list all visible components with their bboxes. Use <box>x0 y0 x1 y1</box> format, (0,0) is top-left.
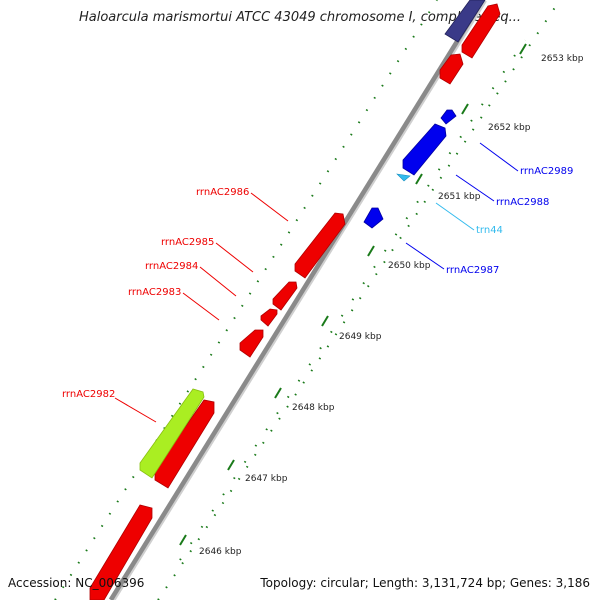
feature-red-top-1[interactable] <box>439 53 464 85</box>
major-ticks <box>179 43 527 546</box>
genome-summary-text: Topology: circular; Length: 3,131,724 bp… <box>260 576 590 590</box>
reverse-rrna-features <box>363 109 457 229</box>
label-rrnAC2985[interactable]: rrnAC2985 <box>161 237 214 248</box>
feature-red-bottom[interactable] <box>89 504 153 600</box>
scale-label-2648: 2648 kbp <box>292 403 335 413</box>
label-rrnAC2984[interactable]: rrnAC2984 <box>145 261 198 272</box>
feature-rrnAC2983[interactable] <box>239 329 264 358</box>
scale-label-2653: 2653 kbp <box>541 54 584 64</box>
feature-rrnAC2989[interactable] <box>440 109 457 125</box>
label-rrnAC2982[interactable]: rrnAC2982 <box>62 389 115 400</box>
label-rrnAC2989[interactable]: rrnAC2989 <box>520 166 573 177</box>
tick-row-outer-right <box>157 0 561 600</box>
label-rrnAC2987[interactable]: rrnAC2987 <box>446 265 499 276</box>
label-trn44[interactable]: trn44 <box>476 225 503 236</box>
scale-label-2649: 2649 kbp <box>339 332 382 342</box>
accession-text: Accession: NC_006396 <box>8 576 145 590</box>
map-title: Haloarcula marismortui ATCC 43049 chromo… <box>79 10 521 25</box>
scale-label-2650: 2650 kbp <box>388 261 431 271</box>
scale-label-2651: 2651 kbp <box>438 192 481 202</box>
feature-rrnAC2986[interactable] <box>294 212 346 279</box>
feature-top-navy[interactable] <box>444 0 486 43</box>
leader-lines <box>114 142 519 423</box>
chromosome-backbone-shadow <box>113 0 487 600</box>
feature-trn44[interactable] <box>396 173 411 182</box>
label-rrnAC2988[interactable]: rrnAC2988 <box>496 197 549 208</box>
tick-row-inner-right <box>179 39 526 561</box>
tick-row-outer-left <box>54 0 438 600</box>
label-rrnAC2986[interactable]: rrnAC2986 <box>196 187 249 198</box>
feature-rrnAC2985[interactable] <box>272 281 298 311</box>
chromosome-backbone <box>108 0 486 600</box>
feature-rrnAC2982[interactable] <box>139 388 205 479</box>
scale-label-2646: 2646 kbp <box>199 547 242 557</box>
feature-rrnAC2984[interactable] <box>260 308 278 327</box>
feature-rrnAC2987[interactable] <box>363 207 384 229</box>
scale-label-2652: 2652 kbp <box>488 123 531 133</box>
scale-label-2647: 2647 kbp <box>245 474 288 484</box>
feature-red-top-2[interactable] <box>461 3 501 59</box>
label-rrnAC2983[interactable]: rrnAC2983 <box>128 287 181 298</box>
feature-rrnAC2988[interactable] <box>402 123 447 176</box>
